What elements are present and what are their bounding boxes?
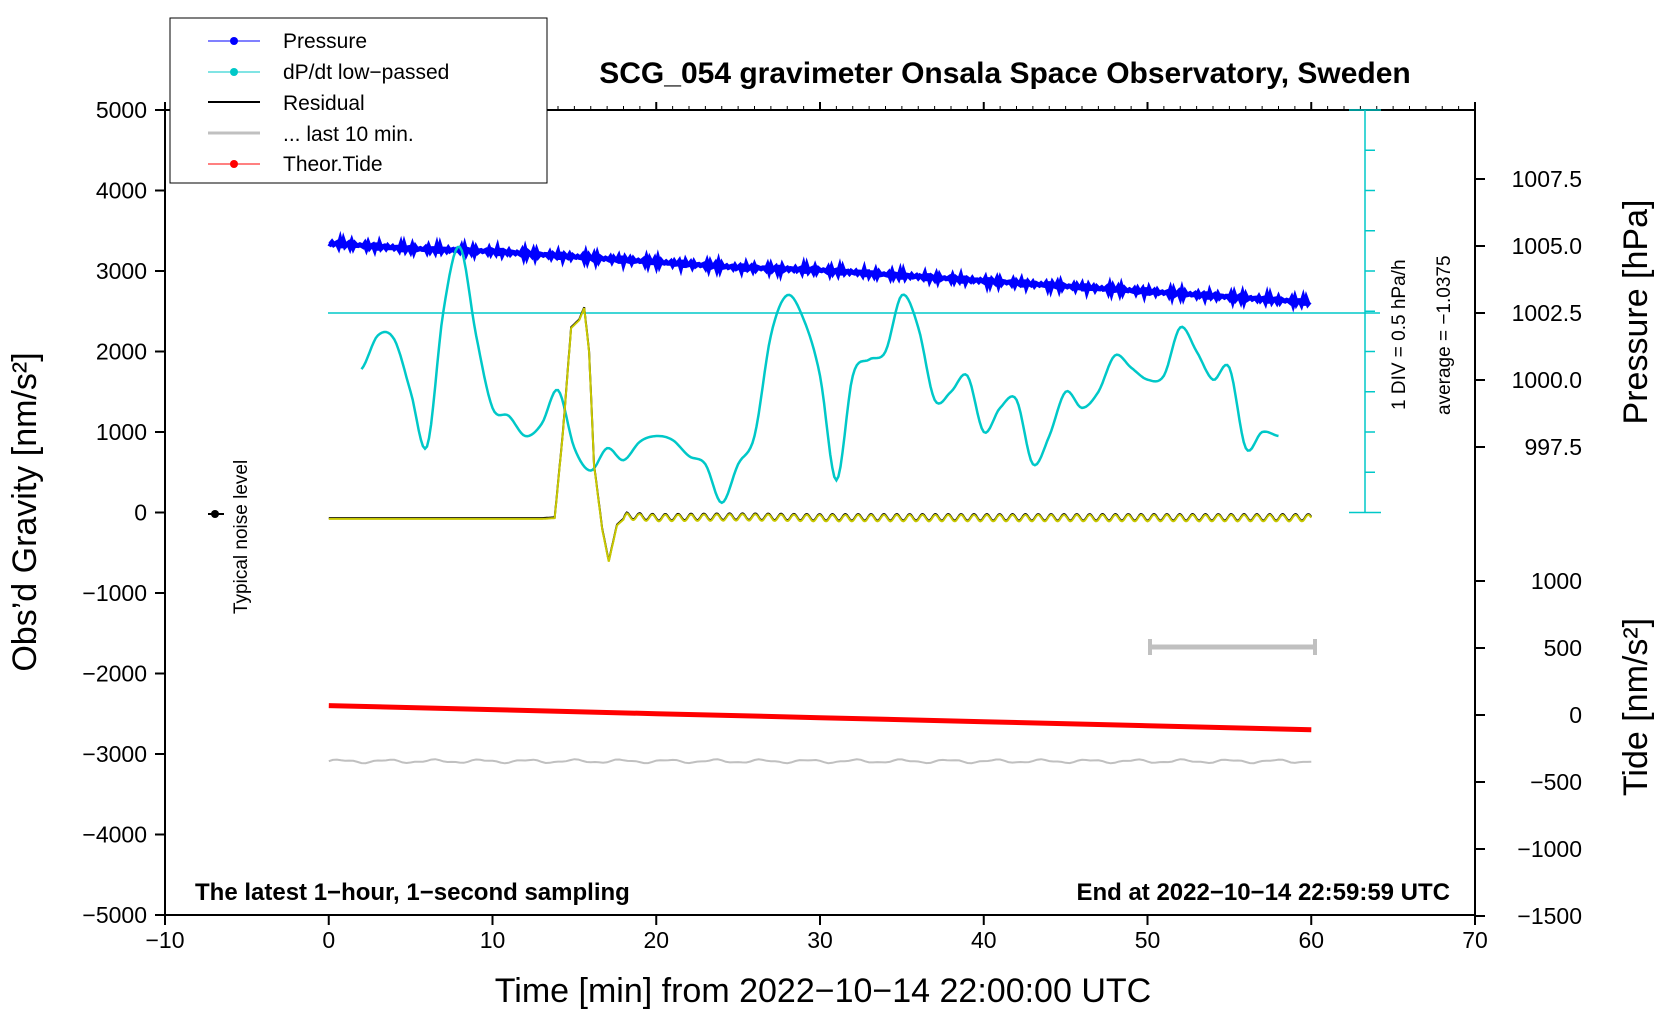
- series-group: [327, 230, 1313, 765]
- legend-dpdt-label: dP/dt low−passed: [283, 61, 449, 84]
- tide-tick-label: −1000: [1517, 836, 1582, 862]
- pressure-tick-label: 1000.0: [1512, 367, 1582, 393]
- legend-pressure-label: Pressure: [283, 30, 367, 53]
- gravity-tick-label: −2000: [82, 661, 147, 687]
- series-residual-overlay: [328, 307, 1313, 562]
- series-theor-tide: [328, 703, 1312, 733]
- legend-last10-label: ... last 10 min.: [283, 123, 414, 146]
- series-last-10-min: [328, 758, 1312, 765]
- x-tick-label: 40: [971, 927, 997, 953]
- x-tick-label: 30: [807, 927, 833, 953]
- gravity-tick-label: −5000: [82, 902, 147, 928]
- gravity-tick-label: 2000: [96, 339, 147, 365]
- pressure-tick-label: 1002.5: [1512, 300, 1582, 326]
- chart-title: SCG_054 gravimeter Onsala Space Observat…: [599, 57, 1411, 90]
- x-tick-label: 70: [1462, 927, 1488, 953]
- gravity-tick-label: −4000: [82, 822, 147, 848]
- tide-tick-label: 0: [1569, 702, 1582, 728]
- dpdt-scale-bar: [1349, 109, 1381, 514]
- pressure-tick-label: 1005.0: [1512, 233, 1582, 259]
- gravity-axis-ticks: 5000 4000 3000 2000 1000 0 −1000 −2000 −3000 −400…: [82, 97, 165, 928]
- x-tick-label: 20: [643, 927, 669, 953]
- pressure-tick-label: 997.5: [1524, 434, 1582, 460]
- gravity-tick-label: −1000: [82, 580, 147, 606]
- dpdt-average-label: average = −1.0375: [1434, 255, 1455, 415]
- gravity-tick-label: 3000: [96, 258, 147, 284]
- end-time-note: End at 2022−10−14 22:59:59 UTC: [1076, 879, 1450, 906]
- x-axis-ticks: −10 0 10 20 30 40 50 60 70: [145, 102, 1488, 953]
- plot-frame: [164, 109, 1476, 916]
- gravity-tick-label: 5000: [96, 97, 147, 123]
- legend-residual-label: Residual: [283, 92, 365, 115]
- gravity-tick-label: −3000: [82, 741, 147, 767]
- tide-tick-label: −500: [1530, 769, 1582, 795]
- pressure-tick-label: 1007.5: [1512, 166, 1582, 192]
- x-tick-label: 0: [322, 927, 335, 953]
- x-tick-label: 10: [480, 927, 506, 953]
- sampling-note: The latest 1−hour, 1−second sampling: [195, 879, 630, 906]
- tide-axis-title: Tide [nm/s²]: [1617, 618, 1655, 796]
- x-tick-label: −10: [145, 927, 184, 953]
- series-residual: [328, 306, 1313, 562]
- x-tick-label: 50: [1135, 927, 1161, 953]
- gravity-tick-label: 0: [134, 500, 147, 526]
- tide-tick-label: 500: [1544, 635, 1582, 661]
- tide-axis-ticks: 1000 500 0 −500 −1000 −1500: [1475, 568, 1582, 929]
- series-pressure: [327, 230, 1312, 313]
- x-axis-title: Time [min] from 2022−10−14 22:00:00 UTC: [495, 972, 1151, 1010]
- gravity-tick-label: 1000: [96, 419, 147, 445]
- legend-tide-marker: [230, 160, 238, 168]
- legend: Pressure dP/dt low−passed Residual ... l…: [169, 17, 548, 184]
- tide-tick-label: −1500: [1517, 903, 1582, 929]
- tide-tick-label: 1000: [1531, 568, 1582, 594]
- legend-box: [169, 17, 548, 184]
- series-dpdt-lowpassed: [360, 245, 1279, 505]
- legend-tide-label: Theor.Tide: [283, 153, 383, 176]
- noise-level-marker: [211, 510, 219, 518]
- gravity-axis-title: Obs’d Gravity [nm/s²]: [6, 352, 44, 671]
- x-tick-label: 60: [1298, 927, 1324, 953]
- pressure-axis-ticks: 1007.5 1005.0 1002.5 1000.0 997.5: [1475, 166, 1582, 460]
- noise-level-label: Typical noise level: [231, 460, 252, 614]
- legend-dpdt-marker: [230, 68, 238, 76]
- legend-pressure-marker: [230, 37, 238, 45]
- pressure-axis-title: Pressure [hPa]: [1617, 200, 1655, 425]
- dpdt-scale-label: 1 DIV = 0.5 hPa/h: [1389, 259, 1410, 410]
- gravity-tick-label: 4000: [96, 178, 147, 204]
